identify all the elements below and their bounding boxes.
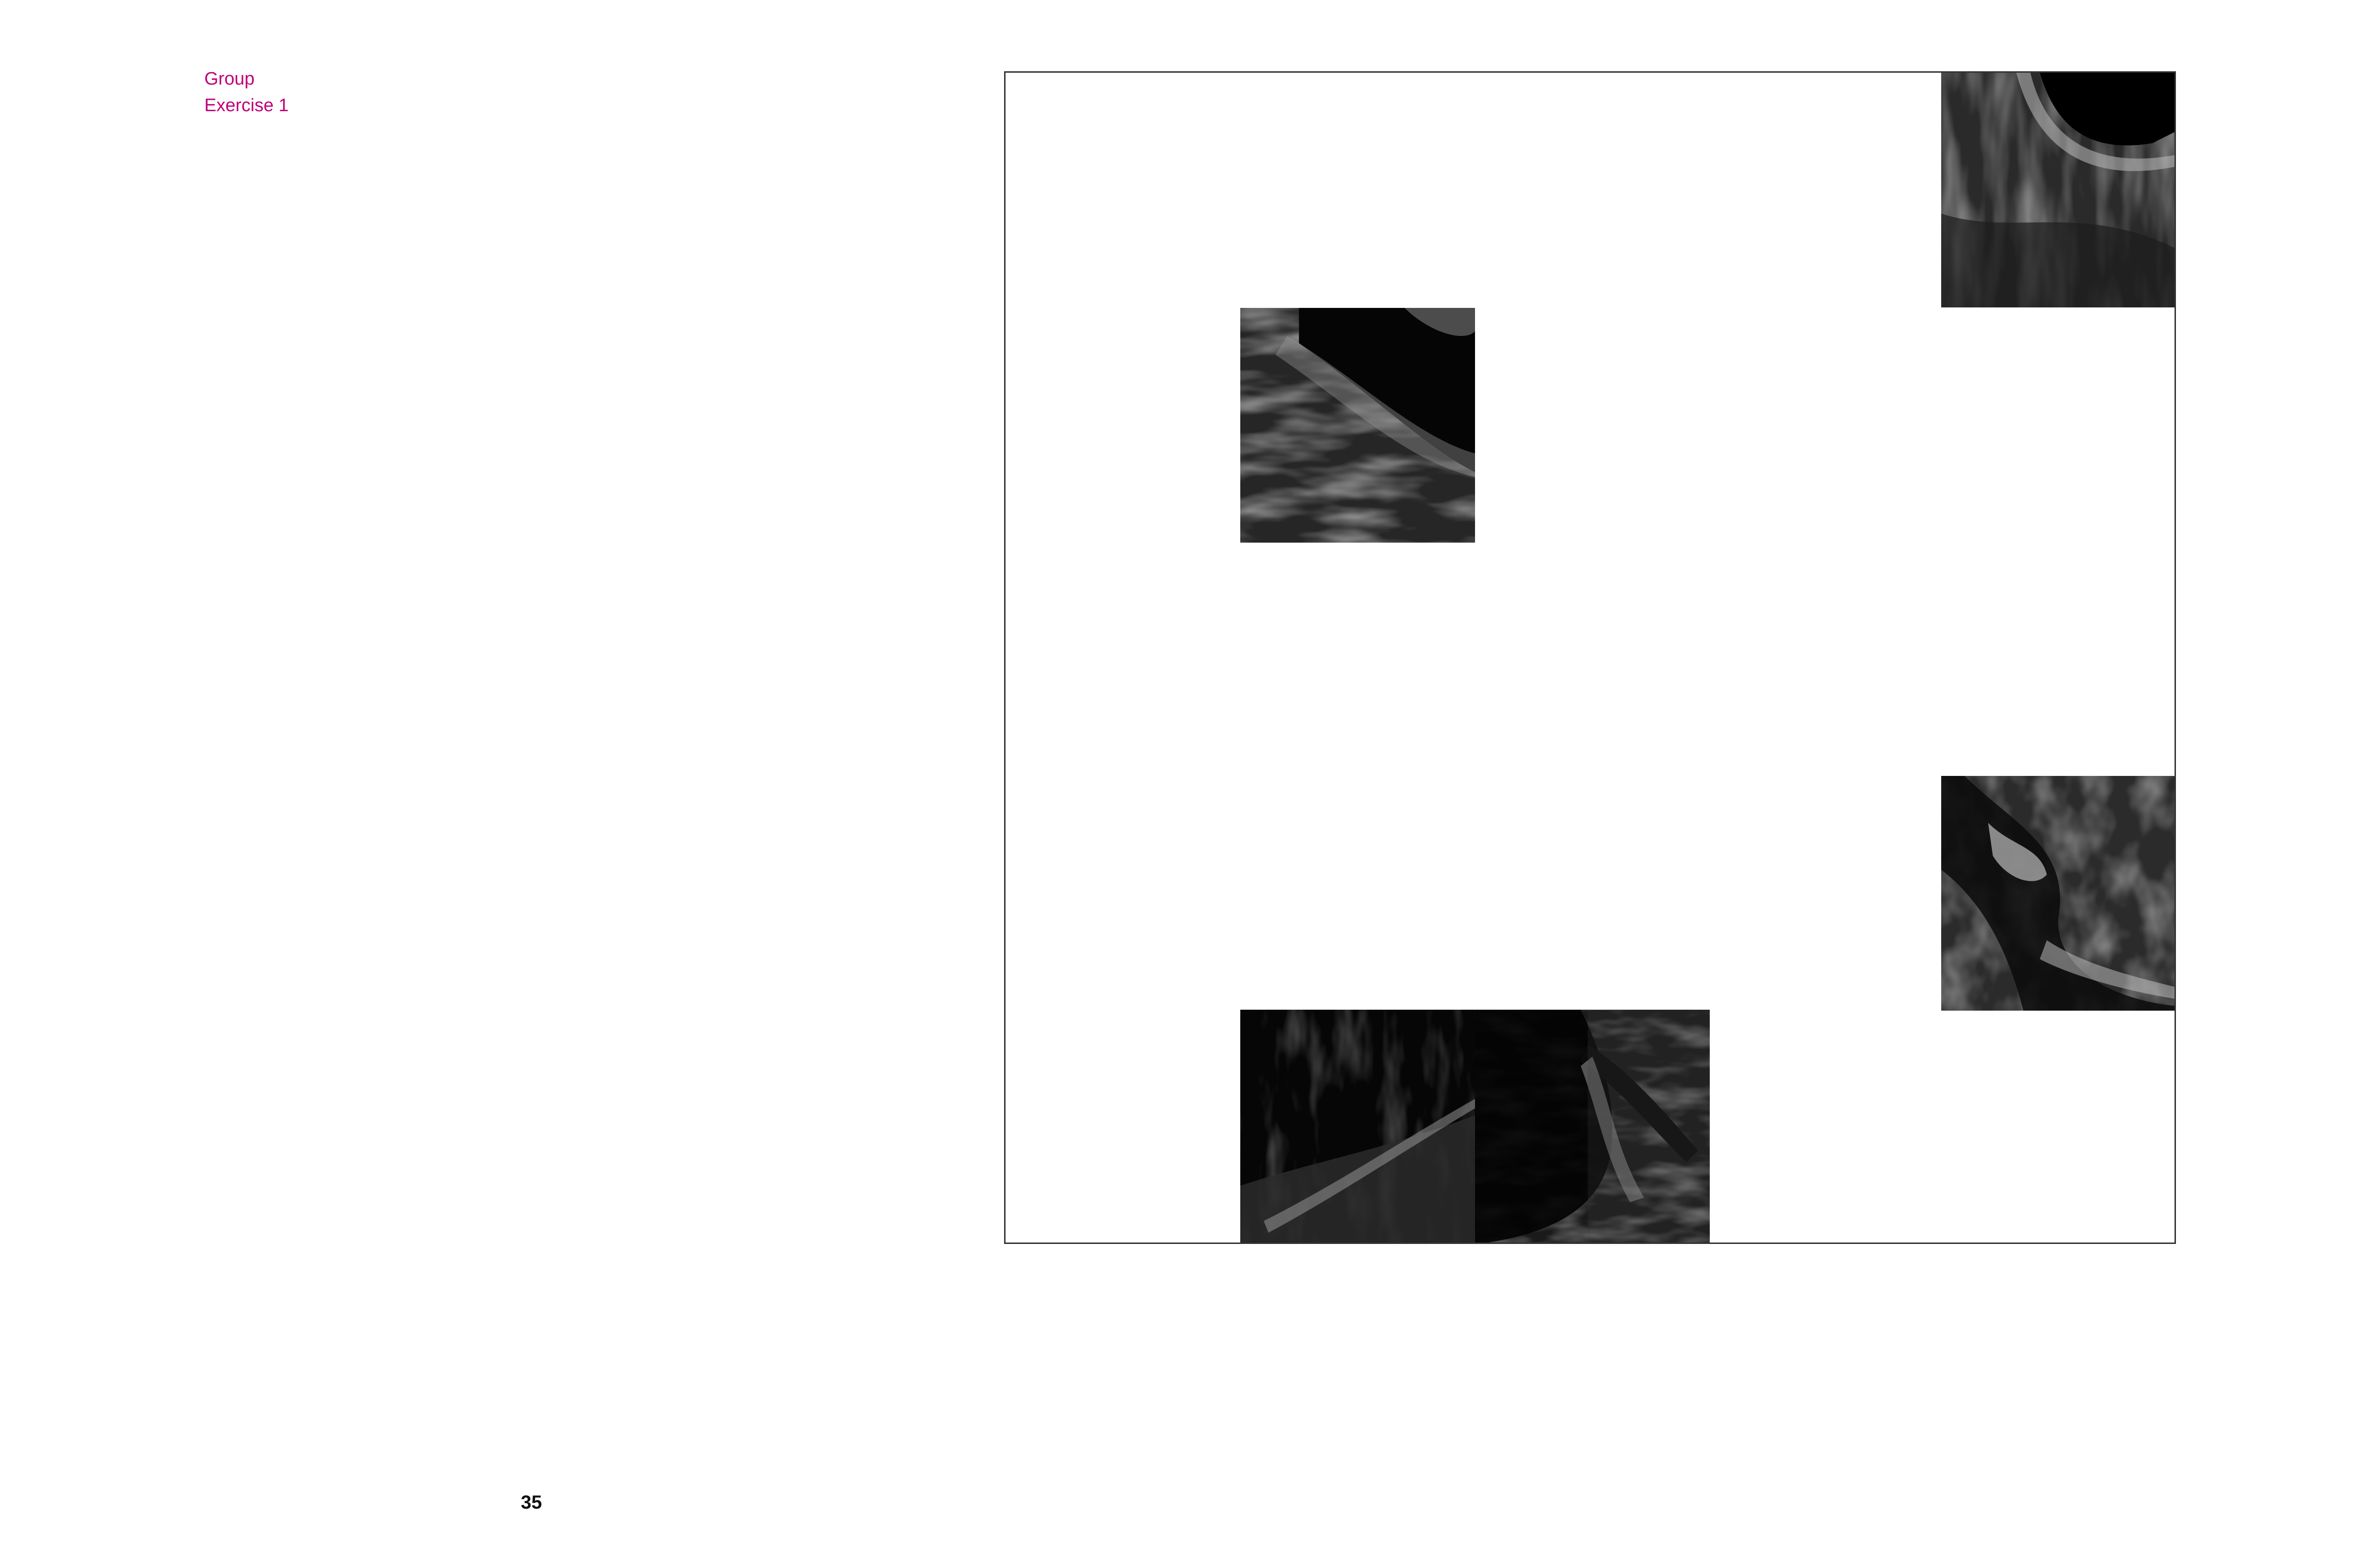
header-line-group: Group: [204, 69, 255, 89]
artwork-frame: [1004, 71, 2176, 1244]
artwork-tile-upper-left: [1240, 308, 1475, 543]
artwork-tile-bottom-left: [1240, 1010, 1475, 1243]
page-header: Group Exercise 1: [204, 66, 288, 119]
artwork-tile-bottom-center: [1475, 1010, 1710, 1243]
header-line-exercise: Exercise 1: [204, 96, 289, 115]
artwork-tile-mid-right: [1941, 776, 2175, 1011]
artwork-tile-top-right: [1941, 73, 2175, 307]
page-number: 35: [521, 1492, 542, 1513]
